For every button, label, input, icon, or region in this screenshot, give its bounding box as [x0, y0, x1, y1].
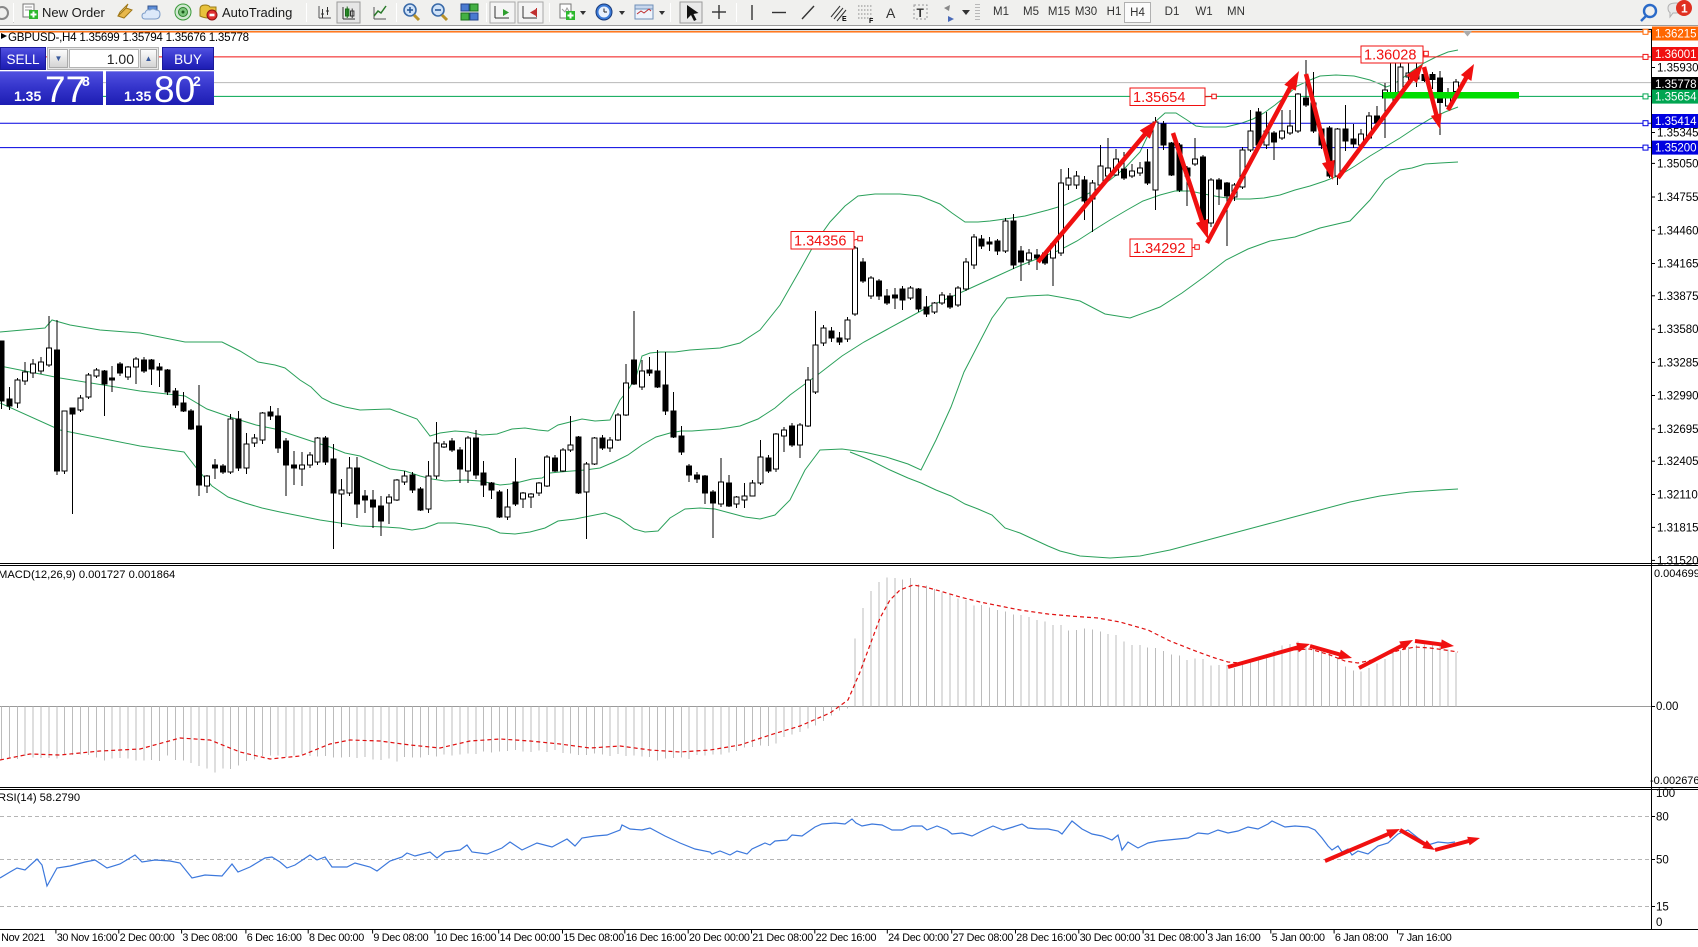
- svg-text:1.32110: 1.32110: [1657, 490, 1698, 502]
- svg-text:10 Dec 16:00: 10 Dec 16:00: [436, 932, 497, 944]
- svg-text:15: 15: [1656, 902, 1669, 914]
- svg-text:RSI(14) 58.2790: RSI(14) 58.2790: [0, 792, 80, 804]
- svg-text:27 Dec 08:00: 27 Dec 08:00: [953, 932, 1014, 944]
- svg-text:E: E: [842, 16, 847, 23]
- svg-text:0.00: 0.00: [1656, 701, 1678, 713]
- svg-text:1.34460: 1.34460: [1657, 225, 1698, 237]
- svg-text:MACD(12,26,9) 0.001727 0.00186: MACD(12,26,9) 0.001727 0.001864: [0, 569, 175, 581]
- svg-text:1.32695: 1.32695: [1657, 424, 1698, 436]
- svg-text:1.32990: 1.32990: [1657, 391, 1698, 403]
- svg-text:1.35200: 1.35200: [1655, 143, 1697, 155]
- svg-text:1.31815: 1.31815: [1657, 522, 1698, 534]
- svg-text:A: A: [886, 5, 896, 21]
- svg-text:1.31520: 1.31520: [1657, 555, 1698, 567]
- svg-text:F: F: [869, 18, 874, 25]
- svg-text:1.35345: 1.35345: [1657, 128, 1698, 140]
- svg-text:3 Dec 08:00: 3 Dec 08:00: [182, 932, 237, 944]
- svg-text:5 Jan 00:00: 5 Jan 00:00: [1272, 932, 1325, 944]
- svg-text:21 Dec 08:00: 21 Dec 08:00: [752, 932, 813, 944]
- svg-text:1.32405: 1.32405: [1657, 456, 1698, 468]
- svg-text:1.36028: 1.36028: [1364, 48, 1416, 64]
- svg-text:20 Dec 00:00: 20 Dec 00:00: [689, 932, 750, 944]
- svg-text:1.34755: 1.34755: [1657, 192, 1698, 204]
- svg-text:15 Dec 08:00: 15 Dec 08:00: [563, 932, 624, 944]
- svg-text:1.34292: 1.34292: [1133, 241, 1185, 257]
- svg-text:1.36215: 1.36215: [1655, 29, 1697, 41]
- svg-text:1.35050: 1.35050: [1657, 158, 1698, 170]
- svg-text:1.35654: 1.35654: [1655, 92, 1697, 104]
- svg-text:1: 1: [1681, 2, 1688, 16]
- svg-text:6 Jan 08:00: 6 Jan 08:00: [1335, 932, 1388, 944]
- svg-text:0.004699: 0.004699: [1654, 568, 1698, 580]
- svg-text:22 Dec 16:00: 22 Dec 16:00: [816, 932, 877, 944]
- svg-text:1.33285: 1.33285: [1657, 357, 1698, 369]
- svg-text:8 Dec 00:00: 8 Dec 00:00: [309, 932, 364, 944]
- svg-text:GBPUSD-,H4 1.35699 1.35794 1.: GBPUSD-,H4 1.35699 1.35794 1.35676 1.357…: [8, 31, 249, 44]
- svg-text:50: 50: [1656, 855, 1669, 867]
- svg-text:T: T: [917, 6, 925, 20]
- svg-text:3 Jan 16:00: 3 Jan 16:00: [1207, 932, 1260, 944]
- svg-text:6 Dec 16:00: 6 Dec 16:00: [247, 932, 302, 944]
- svg-text:1.34165: 1.34165: [1657, 259, 1698, 271]
- svg-text:30 Dec 00:00: 30 Dec 00:00: [1080, 932, 1141, 944]
- svg-text:7 Jan 16:00: 7 Jan 16:00: [1398, 932, 1451, 944]
- svg-text:24 Dec 00:00: 24 Dec 00:00: [888, 932, 949, 944]
- svg-text:0: 0: [1656, 917, 1662, 929]
- svg-text:14 Dec 00:00: 14 Dec 00:00: [500, 932, 561, 944]
- svg-text:-0.002676: -0.002676: [1650, 775, 1698, 787]
- svg-text:1.33580: 1.33580: [1657, 324, 1698, 336]
- svg-text:80: 80: [1656, 812, 1669, 824]
- svg-text:28 Dec 16:00: 28 Dec 16:00: [1016, 932, 1077, 944]
- svg-text:1.35414: 1.35414: [1655, 116, 1697, 128]
- svg-text:1.35654: 1.35654: [1133, 90, 1185, 106]
- svg-text:1.36001: 1.36001: [1655, 49, 1697, 61]
- svg-text:100: 100: [1656, 788, 1675, 800]
- svg-text:2 Dec 00:00: 2 Dec 00:00: [120, 932, 175, 944]
- svg-text:31 Dec 08:00: 31 Dec 08:00: [1144, 932, 1205, 944]
- svg-text:29 Nov 2021: 29 Nov 2021: [0, 932, 45, 944]
- svg-text:1.35930: 1.35930: [1657, 63, 1698, 75]
- svg-text:9 Dec 08:00: 9 Dec 08:00: [373, 932, 428, 944]
- svg-text:1.33875: 1.33875: [1657, 291, 1698, 303]
- svg-text:16 Dec 16:00: 16 Dec 16:00: [626, 932, 687, 944]
- svg-text:30 Nov 16:00: 30 Nov 16:00: [57, 932, 118, 944]
- svg-text:1.35778: 1.35778: [1655, 79, 1697, 91]
- svg-text:1.34356: 1.34356: [794, 234, 846, 250]
